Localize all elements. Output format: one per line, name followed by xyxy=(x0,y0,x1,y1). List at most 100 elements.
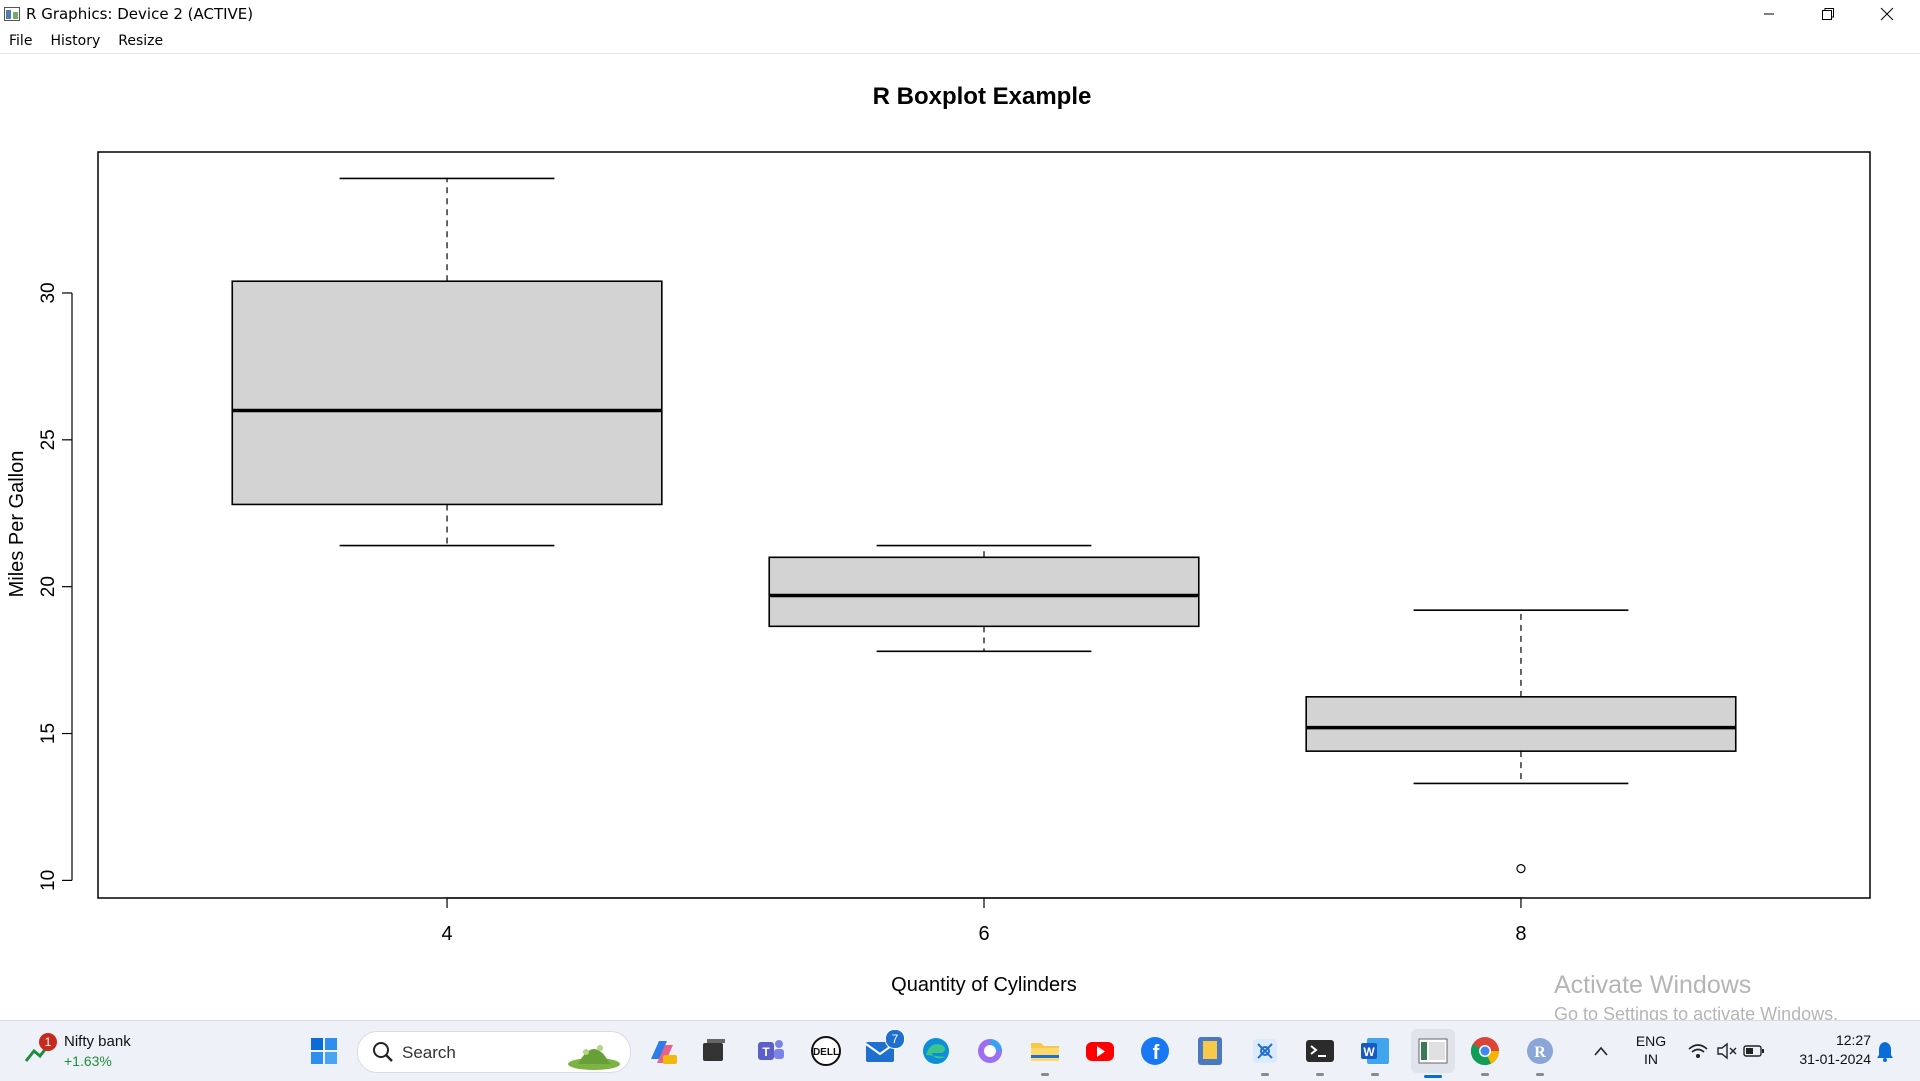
taskbar-copilot-360[interactable] xyxy=(972,1033,1008,1069)
bookmark-app-icon xyxy=(1198,1037,1222,1065)
svg-text:W: W xyxy=(1363,1045,1375,1059)
running-indicator xyxy=(1481,1073,1489,1076)
active-indicator xyxy=(1424,1075,1442,1078)
start-button[interactable] xyxy=(306,1033,342,1069)
clock-time: 12:27 xyxy=(1835,1032,1871,1048)
activation-watermark-title: Activate Windows xyxy=(1554,971,1752,999)
taskbar-task-view[interactable] xyxy=(695,1033,731,1069)
svg-text:R: R xyxy=(1534,1044,1546,1061)
windows-start-icon xyxy=(311,1038,337,1064)
box-6 xyxy=(768,556,1200,628)
facebook-icon: f xyxy=(1141,1037,1169,1065)
input-language[interactable]: ENG IN xyxy=(1628,1033,1674,1067)
y-tick-label: 30 xyxy=(38,282,59,303)
svg-text:f: f xyxy=(1153,1042,1160,1064)
stock-widget[interactable]: 1 Nifty bank +1.63% xyxy=(22,1031,162,1071)
activation-watermark-subtitle: Go to Settings to activate Windows. xyxy=(1554,1004,1839,1024)
taskbar-copilot-app[interactable] xyxy=(643,1033,679,1069)
close-button[interactable] xyxy=(1858,0,1916,28)
minimize-button[interactable] xyxy=(1740,0,1798,28)
battery-icon xyxy=(1743,1045,1764,1057)
notifications-button[interactable] xyxy=(1870,1033,1900,1069)
widget-change: +1.63% xyxy=(64,1053,112,1069)
terminal-icon xyxy=(1306,1040,1334,1062)
menu-bar: File History Resize xyxy=(0,28,1920,54)
y-tick-label: 10 xyxy=(38,870,59,891)
y-tick-label: 25 xyxy=(38,429,59,450)
svg-text:T: T xyxy=(762,1045,770,1059)
minimize-icon xyxy=(1764,13,1774,15)
taskbar-facebook[interactable]: f xyxy=(1137,1033,1173,1069)
boxplot-chart: R Boxplot Example 10 15 20 25 30 4 6 8 Quantity… xyxy=(6,83,1871,996)
taskbar-snipping-tool[interactable] xyxy=(1247,1033,1283,1076)
snipping-tool-icon xyxy=(1253,1039,1277,1063)
taskbar-word[interactable]: W xyxy=(1357,1033,1393,1076)
bell-icon xyxy=(1877,1042,1893,1062)
widget-badge: 1 xyxy=(39,1033,57,1051)
search-icon xyxy=(373,1042,393,1062)
taskbar-file-explorer[interactable] xyxy=(1027,1033,1063,1076)
menu-resize[interactable]: Resize xyxy=(118,32,164,49)
x-tick-label: 8 xyxy=(1515,923,1526,945)
running-indicator xyxy=(1371,1073,1379,1076)
taskbar-teams[interactable]: T xyxy=(753,1033,789,1069)
taskbar-chrome[interactable] xyxy=(1467,1033,1503,1076)
folder-icon xyxy=(1031,1043,1059,1061)
y-tick-label: 15 xyxy=(38,723,59,744)
edge-browser-icon xyxy=(923,1038,949,1064)
menu-file[interactable]: File xyxy=(9,32,33,49)
plot-area: R Boxplot Example 10 15 20 25 30 4 6 8 Quantity… xyxy=(0,54,1920,1024)
dell-icon: DELL xyxy=(811,1036,841,1066)
clock-date: 31-01-2024 xyxy=(1799,1051,1871,1067)
taskbar-mail[interactable]: 7 xyxy=(863,1029,905,1069)
y-axis-label: Miles Per Gallon xyxy=(6,451,28,598)
show-hidden-icons-button[interactable] xyxy=(1586,1033,1616,1069)
youtube-icon xyxy=(1086,1042,1114,1061)
running-indicator xyxy=(1536,1073,1544,1076)
copilot-icon xyxy=(651,1041,677,1064)
taskbar-dell[interactable]: DELL xyxy=(808,1033,844,1069)
chrome-icon xyxy=(1470,1037,1499,1066)
word-icon: W xyxy=(1361,1038,1389,1064)
clock[interactable]: 12:27 31-01-2024 xyxy=(1781,1032,1871,1067)
r-graphics-app-icon xyxy=(4,6,20,22)
restore-button[interactable] xyxy=(1799,0,1857,28)
taskbar: 1 Nifty bank +1.63% Search T DELL 7 f xyxy=(0,1020,1920,1081)
mail-badge: 7 xyxy=(885,1029,905,1049)
svg-text:DELL: DELL xyxy=(813,1047,839,1058)
microsoft-365-icon xyxy=(978,1039,1002,1063)
box-8 xyxy=(1305,696,1737,752)
task-view-icon xyxy=(703,1039,725,1061)
r-language-icon: R xyxy=(1527,1038,1553,1064)
r-graphics-window-icon xyxy=(1418,1038,1448,1064)
system-tray-status[interactable] xyxy=(1683,1039,1767,1063)
taskbar-edge[interactable] xyxy=(918,1033,954,1069)
outlier-point xyxy=(1516,864,1526,874)
plot-frame xyxy=(97,151,1871,899)
taskbar-terminal[interactable] xyxy=(1302,1033,1338,1076)
taskbar-youtube[interactable] xyxy=(1082,1033,1118,1069)
running-indicator xyxy=(1261,1073,1269,1076)
volume-muted-icon xyxy=(1717,1042,1737,1060)
taskbar-r-console[interactable]: R xyxy=(1522,1033,1558,1076)
running-indicator xyxy=(1316,1073,1324,1076)
restore-icon xyxy=(1822,8,1834,20)
close-icon xyxy=(1880,7,1894,21)
widget-title: Nifty bank xyxy=(64,1033,131,1050)
window-title: R Graphics: Device 2 (ACTIVE) xyxy=(26,5,254,23)
taskbar-r-graphics-active[interactable] xyxy=(1411,1029,1455,1078)
taskbar-app-bookmark[interactable] xyxy=(1192,1033,1228,1069)
x-axis-label: Quantity of Cylinders xyxy=(891,974,1077,996)
y-tick-label: 20 xyxy=(38,576,59,597)
language-code: ENG xyxy=(1635,1033,1667,1049)
wifi-icon xyxy=(1688,1044,1708,1058)
teams-icon: T xyxy=(758,1040,784,1060)
box-4 xyxy=(231,280,663,506)
region-code: IN xyxy=(1644,1051,1658,1067)
search-highlight-icon xyxy=(568,1045,620,1070)
taskbar-search[interactable]: Search xyxy=(357,1031,631,1073)
x-tick-label: 4 xyxy=(441,923,452,945)
menu-history[interactable]: History xyxy=(50,32,101,49)
title-bar: R Graphics: Device 2 (ACTIVE) xyxy=(0,0,1920,28)
x-tick-label: 6 xyxy=(978,923,989,945)
